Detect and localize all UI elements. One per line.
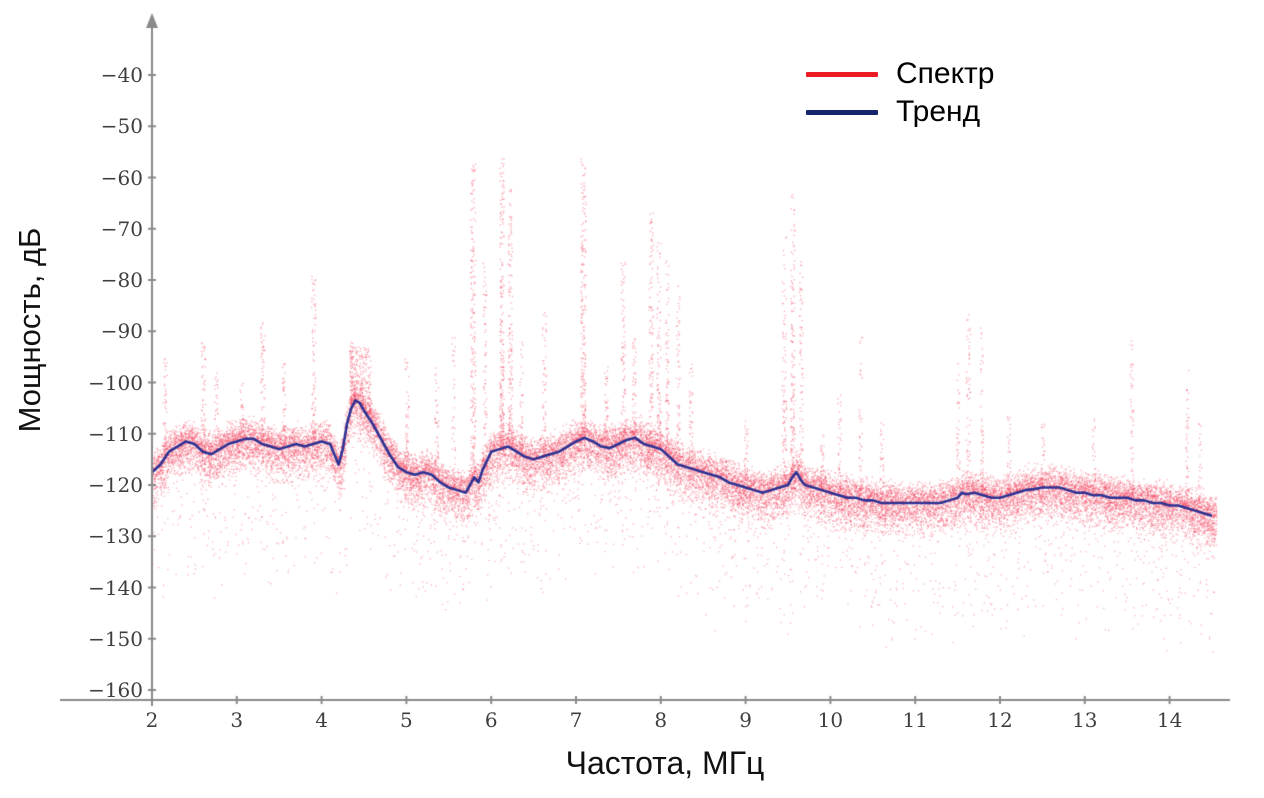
- x-tick-label: 14: [1156, 708, 1183, 732]
- y-tick-label: −90: [100, 319, 143, 344]
- x-tick-label: 8: [654, 708, 668, 732]
- spectrum-line-swatch: [806, 71, 878, 77]
- trend-line-swatch: [806, 109, 878, 115]
- y-tick-label: −150: [88, 626, 143, 651]
- y-tick-label: −110: [88, 421, 143, 446]
- y-tick-label: −50: [100, 114, 143, 139]
- x-tick-label: 9: [739, 708, 752, 732]
- x-tick-label: 13: [1072, 708, 1098, 732]
- x-tick-label: 6: [484, 708, 498, 732]
- x-tick-label: 7: [569, 708, 583, 732]
- y-tick-label: −140: [88, 575, 143, 600]
- y-tick-label: −100: [88, 370, 143, 395]
- legend: Спектр Тренд: [806, 57, 994, 129]
- y-tick-label: −80: [100, 268, 143, 292]
- y-tick-label: −130: [88, 524, 143, 549]
- legend-item-spectrum: Спектр: [806, 57, 994, 91]
- x-tick-label: 3: [230, 708, 244, 732]
- y-tick-label: −60: [100, 165, 143, 190]
- y-tick-label: −120: [88, 473, 143, 497]
- y-tick-label: −40: [100, 63, 143, 87]
- y-axis-title: Мощность, дБ: [12, 227, 47, 433]
- legend-label-trend: Тренд: [896, 95, 981, 128]
- y-tick-label: −160: [88, 678, 143, 702]
- x-tick-label: 4: [315, 708, 328, 732]
- x-tick-label: 12: [987, 708, 1013, 732]
- x-tick-label: 10: [817, 708, 844, 732]
- y-tick-label: −70: [100, 216, 143, 241]
- x-axis-title: Частота, МГц: [565, 745, 765, 781]
- x-tick-label: 2: [145, 708, 159, 732]
- x-tick-label: 5: [400, 708, 413, 732]
- legend-item-trend: Тренд: [806, 95, 994, 129]
- legend-label-spectrum: Спектр: [896, 57, 995, 90]
- x-tick-label: 11: [902, 708, 928, 732]
